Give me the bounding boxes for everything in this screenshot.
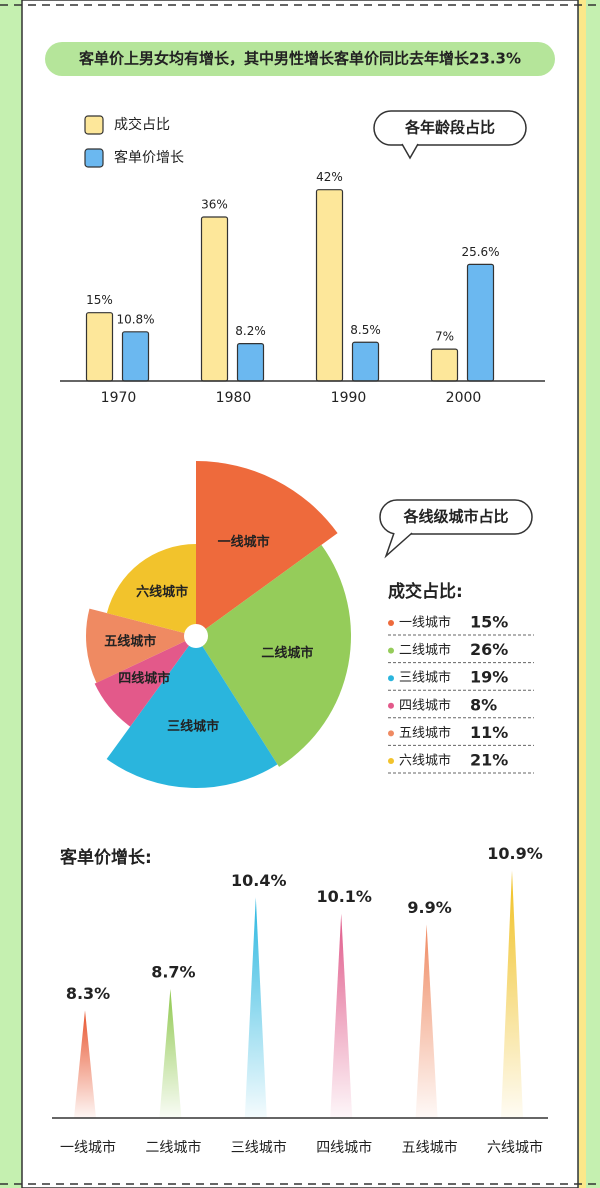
- bar: [85, 312, 114, 382]
- bar-label: 36%: [201, 198, 228, 212]
- spike-label: 8.7%: [151, 962, 195, 981]
- bubble-text: 各线级城市占比: [402, 508, 508, 526]
- chart-title: 客单价增长:: [59, 847, 152, 868]
- bar: [430, 348, 459, 382]
- bubble-shape: [373, 110, 527, 146]
- legend-dot: [388, 620, 394, 626]
- legend-dot: [388, 647, 394, 654]
- spike-label: 10.1%: [316, 887, 372, 906]
- wedge: [94, 636, 196, 727]
- x-tick-label: 二线城市: [145, 1139, 201, 1156]
- spike: [330, 913, 353, 1118]
- legend-value: 11%: [470, 723, 508, 742]
- legend-swatch: [84, 115, 104, 135]
- spike: [415, 924, 438, 1118]
- bubble-tail: [384, 532, 413, 559]
- x-tick-label: 2000: [446, 390, 482, 406]
- wedge-label: 二线城市: [261, 645, 313, 661]
- wedge: [196, 461, 338, 636]
- legend-label: 一线城市: [399, 615, 451, 631]
- legend-label: 五线城市: [399, 725, 451, 741]
- legend-label: 二线城市: [399, 642, 451, 658]
- wedge: [196, 544, 351, 767]
- legend-dot: [388, 758, 394, 764]
- wedge-label: 四线城市: [118, 670, 170, 686]
- wedge-label: 五线城市: [104, 634, 156, 650]
- bubble: 各年龄段占比: [373, 110, 527, 160]
- legend-label: 三线城市: [399, 670, 451, 686]
- wedge-label: 一线城市: [218, 534, 270, 550]
- spike: [74, 1010, 96, 1118]
- legend-label: 成交占比: [114, 116, 170, 133]
- legend-dot: [388, 675, 394, 682]
- bubble-tail: [401, 143, 419, 160]
- banner: 客单价上男女均有增长，其中男性增长客单价同比去年增长23.3%: [78, 50, 521, 68]
- legend-label: 六线城市: [399, 753, 451, 769]
- bar-label: 10.8%: [116, 312, 154, 326]
- legend-label: 客单价增长: [114, 149, 184, 166]
- spike-label: 10.4%: [231, 871, 287, 890]
- bar: [466, 263, 495, 382]
- bubble: 各线级城市占比: [379, 499, 533, 559]
- x-tick-label: 三线城市: [231, 1139, 287, 1156]
- bar-label: 8.2%: [235, 324, 266, 338]
- x-tick-label: 1970: [101, 390, 137, 406]
- x-tick-label: 1990: [331, 390, 367, 406]
- wedge: [106, 544, 196, 636]
- legend-dot: [388, 702, 394, 709]
- spike: [501, 870, 523, 1118]
- hole: [184, 624, 208, 648]
- bar: [351, 341, 380, 382]
- legend-value: 21%: [470, 751, 508, 770]
- wedge: [86, 608, 196, 683]
- bar-label: 8.5%: [350, 323, 381, 337]
- spike-label: 9.9%: [407, 898, 451, 917]
- bar-label: 15%: [86, 293, 113, 307]
- bar-label: 7%: [435, 330, 454, 344]
- bubble-text: 各年龄段占比: [404, 119, 495, 137]
- legend-dot: [388, 730, 394, 737]
- panel-edge: [579, 0, 586, 1188]
- spike-label: 8.3%: [66, 984, 110, 1003]
- bar: [315, 189, 344, 382]
- bar: [200, 216, 229, 382]
- bar-label: 25.6%: [461, 245, 499, 259]
- wedge-label: 六线城市: [136, 584, 188, 600]
- legend-swatch: [84, 148, 104, 168]
- legend-label: 四线城市: [399, 697, 451, 713]
- legend-value: 19%: [470, 668, 508, 687]
- x-tick-label: 五线城市: [402, 1139, 458, 1156]
- x-tick-label: 1980: [216, 390, 252, 406]
- legend-value: 8%: [470, 695, 497, 714]
- legend-value: 15%: [470, 613, 508, 632]
- legend-title: 成交占比:: [388, 581, 463, 602]
- spike: [244, 897, 267, 1118]
- bar: [236, 343, 265, 382]
- wedge: [106, 636, 278, 788]
- bar-label: 42%: [316, 170, 343, 184]
- bar: [121, 331, 150, 382]
- spike-label: 10.9%: [487, 844, 543, 863]
- bubble-shape: [379, 499, 533, 535]
- x-tick-label: 一线城市: [60, 1139, 116, 1156]
- wedge-label: 三线城市: [167, 719, 219, 735]
- x-tick-label: 六线城市: [487, 1139, 543, 1156]
- x-tick-label: 四线城市: [316, 1139, 372, 1156]
- spike: [159, 988, 182, 1118]
- legend-value: 26%: [470, 640, 508, 659]
- banner-bg: [45, 42, 555, 76]
